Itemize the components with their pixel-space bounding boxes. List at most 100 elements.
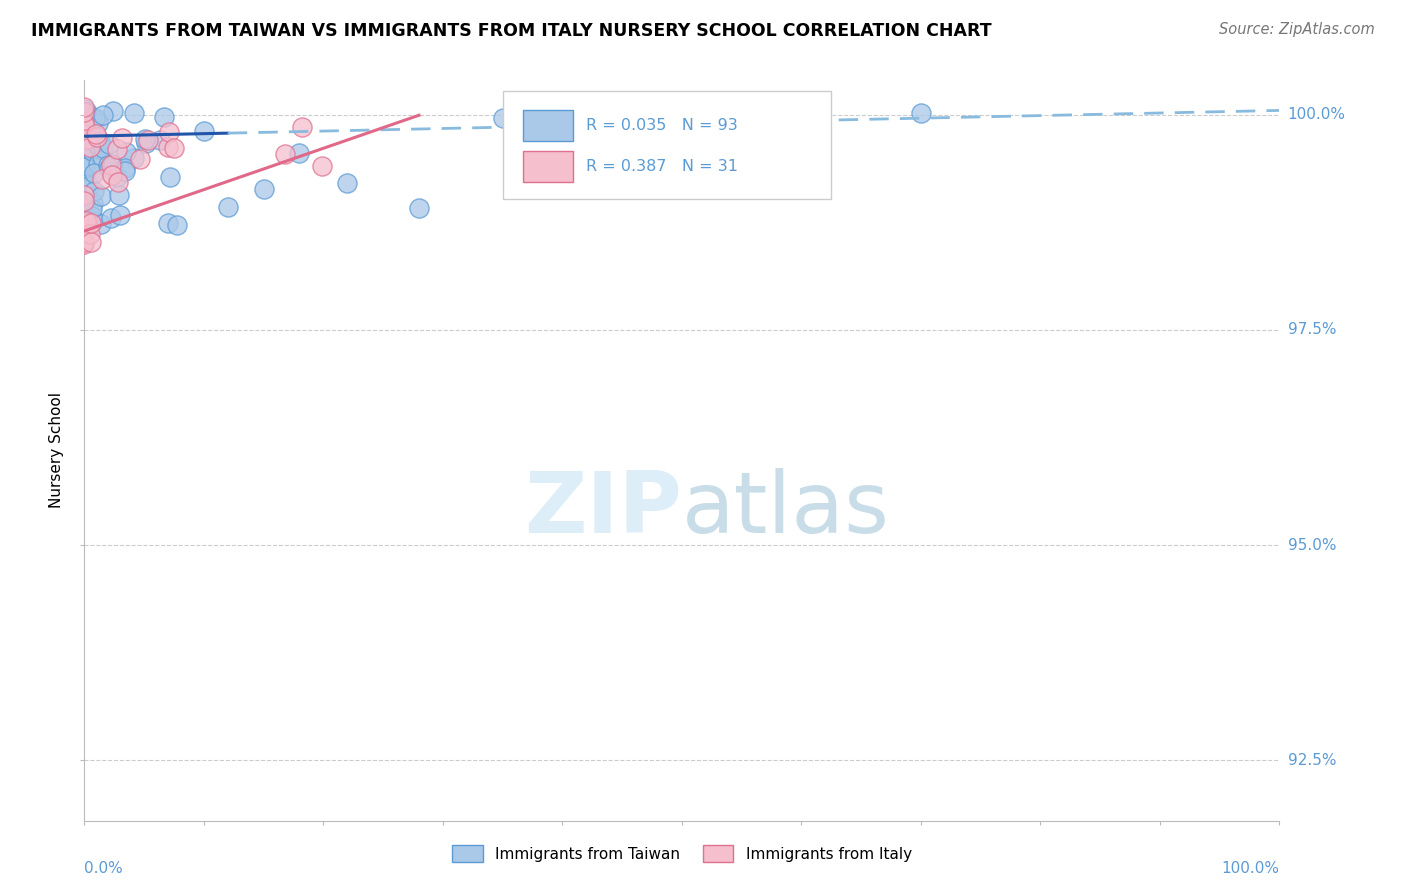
Point — [73, 197, 96, 211]
Point — [122, 106, 145, 120]
Point — [157, 140, 180, 154]
Point — [86, 136, 108, 151]
Point — [122, 151, 145, 165]
Point — [136, 133, 159, 147]
Point — [253, 182, 276, 196]
Point — [73, 134, 96, 148]
Point — [91, 149, 114, 163]
Point — [79, 216, 101, 230]
Point — [90, 189, 112, 203]
Point — [76, 207, 98, 221]
Point — [73, 105, 96, 120]
Point — [76, 125, 98, 139]
Point — [90, 172, 112, 186]
Point — [86, 116, 108, 130]
Point — [73, 235, 96, 249]
Bar — [523, 110, 574, 141]
Point — [90, 217, 112, 231]
Point — [73, 161, 96, 175]
Point — [149, 133, 172, 147]
Point — [100, 211, 122, 225]
Point — [79, 139, 101, 153]
Point — [77, 110, 100, 124]
Point — [80, 209, 103, 223]
Point — [89, 142, 111, 156]
Point — [73, 109, 96, 123]
Point — [311, 160, 333, 174]
Text: 100.0%: 100.0% — [1222, 862, 1279, 876]
Point — [75, 175, 97, 189]
Point — [274, 147, 297, 161]
Text: 100.0%: 100.0% — [1288, 107, 1346, 122]
Point — [75, 160, 97, 174]
Point — [86, 130, 108, 145]
Point — [73, 160, 96, 174]
Point — [73, 160, 96, 174]
FancyBboxPatch shape — [503, 91, 831, 199]
Text: IMMIGRANTS FROM TAIWAN VS IMMIGRANTS FROM ITALY NURSERY SCHOOL CORRELATION CHART: IMMIGRANTS FROM TAIWAN VS IMMIGRANTS FRO… — [31, 22, 991, 40]
Point — [575, 112, 598, 126]
Point — [73, 178, 96, 192]
Point — [76, 216, 98, 230]
Point — [105, 169, 128, 184]
Point — [73, 174, 96, 188]
Point — [156, 216, 179, 230]
Point — [76, 141, 98, 155]
Point — [73, 151, 96, 165]
Point — [97, 158, 120, 172]
Point — [166, 218, 188, 232]
Point — [83, 166, 105, 180]
Text: R = 0.035   N = 93: R = 0.035 N = 93 — [586, 118, 738, 133]
Point — [193, 124, 215, 138]
Point — [98, 161, 121, 175]
Point — [75, 214, 97, 228]
Point — [157, 125, 180, 139]
Point — [73, 189, 96, 203]
Point — [135, 136, 157, 150]
Point — [101, 103, 124, 118]
Point — [336, 176, 359, 190]
Point — [75, 192, 97, 206]
Point — [114, 161, 136, 175]
Text: Source: ZipAtlas.com: Source: ZipAtlas.com — [1219, 22, 1375, 37]
Point — [73, 136, 96, 151]
Point — [89, 134, 111, 148]
Point — [101, 157, 124, 171]
Point — [82, 196, 104, 211]
Point — [73, 173, 96, 187]
Point — [100, 159, 122, 173]
Point — [84, 128, 107, 142]
Point — [82, 202, 104, 217]
Point — [82, 144, 104, 158]
Point — [80, 112, 103, 126]
Point — [73, 123, 96, 137]
Point — [79, 227, 101, 242]
Text: 92.5%: 92.5% — [1288, 753, 1336, 768]
Point — [163, 141, 186, 155]
Point — [76, 127, 98, 141]
Point — [76, 132, 98, 146]
Point — [73, 236, 96, 251]
Point — [97, 137, 120, 152]
Text: ZIP: ZIP — [524, 468, 682, 551]
Text: 0.0%: 0.0% — [84, 862, 124, 876]
Legend: Immigrants from Taiwan, Immigrants from Italy: Immigrants from Taiwan, Immigrants from … — [446, 838, 918, 869]
Point — [108, 187, 131, 202]
Point — [492, 111, 515, 125]
Point — [288, 146, 311, 161]
Point — [152, 110, 174, 124]
Point — [73, 204, 96, 219]
Point — [129, 152, 152, 166]
Point — [73, 190, 96, 204]
Point — [73, 143, 96, 157]
Point — [73, 181, 96, 195]
Point — [79, 120, 101, 134]
Point — [83, 184, 105, 198]
Y-axis label: Nursery School: Nursery School — [49, 392, 65, 508]
Text: atlas: atlas — [682, 468, 890, 551]
Point — [73, 110, 96, 124]
Point — [107, 175, 129, 189]
Text: 95.0%: 95.0% — [1288, 538, 1336, 553]
Point — [73, 124, 96, 138]
Point — [73, 103, 96, 117]
